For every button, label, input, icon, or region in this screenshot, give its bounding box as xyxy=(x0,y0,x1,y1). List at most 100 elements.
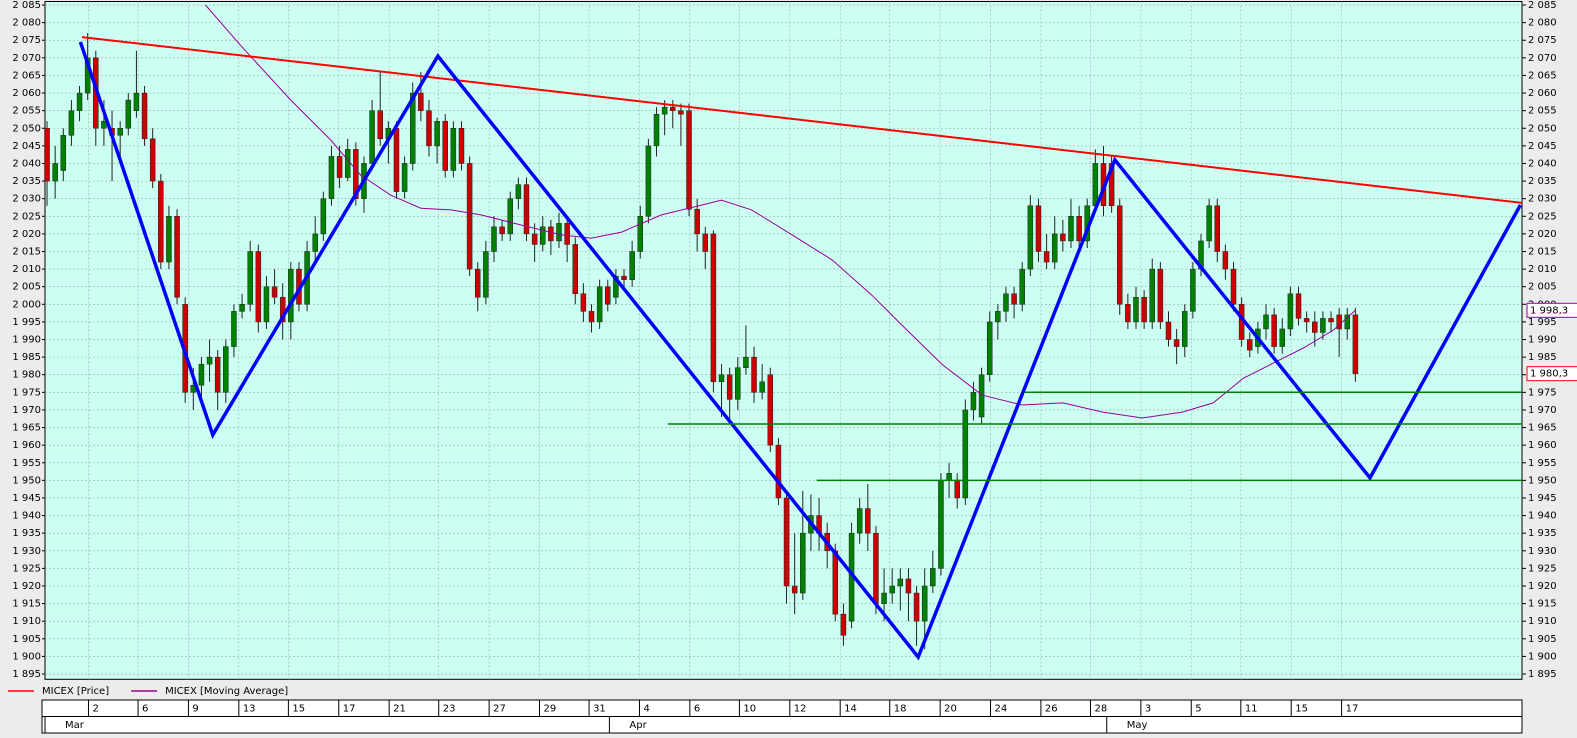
y2-tick-label: 1 975 xyxy=(1528,387,1557,398)
candle-body xyxy=(336,156,343,178)
candle-body xyxy=(434,120,440,147)
y-tick-label: 2 020 xyxy=(12,229,41,240)
last-value-label: 1 980,3 xyxy=(1530,369,1568,380)
candle-body xyxy=(1149,268,1155,323)
x-tick-label: 26 xyxy=(1045,704,1058,715)
candle-body xyxy=(320,198,327,235)
y2-tick-label: 1 895 xyxy=(1528,669,1557,680)
y-tick-label: 1 945 xyxy=(12,493,41,504)
candle-body xyxy=(1303,318,1310,323)
x-tick-label: 15 xyxy=(292,704,305,715)
candle-body xyxy=(1116,205,1123,305)
candle-body xyxy=(800,532,806,594)
candle-body xyxy=(377,110,383,140)
y2-tick-label: 1 910 xyxy=(1528,616,1557,627)
candle-body xyxy=(483,251,489,298)
candle-body xyxy=(661,106,668,115)
y2-tick-label: 2 005 xyxy=(1528,282,1557,293)
candle-body xyxy=(458,128,465,164)
candle-body xyxy=(223,346,229,393)
candle-body xyxy=(141,92,148,140)
candle-body xyxy=(279,297,286,323)
candle-body xyxy=(1141,297,1147,323)
candle-body xyxy=(214,356,221,393)
candle-body xyxy=(596,286,603,323)
candle-body xyxy=(873,532,879,604)
y-tick-label: 1 915 xyxy=(12,599,41,610)
y2-tick-label: 1 905 xyxy=(1528,634,1557,645)
y2-tick-label: 1 955 xyxy=(1528,458,1557,469)
candle-body xyxy=(166,216,172,263)
month-label: Mar xyxy=(65,720,85,731)
candle-body xyxy=(1352,314,1359,374)
y2-tick-label: 2 040 xyxy=(1528,158,1557,169)
candle-body xyxy=(158,180,164,263)
candle-body xyxy=(1230,268,1237,305)
candle-body xyxy=(564,223,570,245)
x-tick-label: 5 xyxy=(1195,704,1201,715)
candle-body xyxy=(1060,233,1066,242)
x-tick-label: 12 xyxy=(794,704,807,715)
candle-body xyxy=(1336,314,1342,330)
candle-body xyxy=(751,356,757,393)
candle-body xyxy=(1011,293,1017,305)
candle-body xyxy=(466,163,473,270)
y2-tick-label: 1 960 xyxy=(1528,440,1557,451)
x-tick-label: 23 xyxy=(443,704,456,715)
candle-body xyxy=(921,585,928,622)
y2-tick-label: 1 970 xyxy=(1528,405,1557,416)
candle-body xyxy=(450,128,457,171)
candle-body xyxy=(767,374,774,446)
x-tick-label: 13 xyxy=(243,704,256,715)
y2-tick-label: 1 965 xyxy=(1528,423,1557,434)
candle-body xyxy=(288,268,294,323)
x-tick-label: 17 xyxy=(1346,704,1359,715)
candle-body xyxy=(995,311,1001,323)
candle-body xyxy=(271,286,278,298)
y-tick-label: 2 005 xyxy=(12,282,41,293)
y-tick-label: 1 935 xyxy=(12,528,41,539)
y-tick-label: 2 065 xyxy=(12,70,41,81)
y-tick-label: 1 900 xyxy=(12,651,41,662)
y2-tick-label: 2 035 xyxy=(1528,176,1557,187)
y2-tick-label: 1 920 xyxy=(1528,581,1557,592)
x-tick-label: 28 xyxy=(1094,704,1107,715)
y-tick-label: 1 940 xyxy=(12,511,41,522)
candle-body xyxy=(556,223,562,242)
candle-body xyxy=(426,110,432,147)
x-tick-label: 10 xyxy=(743,704,756,715)
candle-body xyxy=(865,508,871,534)
candle-body xyxy=(775,444,782,499)
candle-body xyxy=(881,592,887,604)
y-tick-label: 1 965 xyxy=(12,423,41,434)
candle-body xyxy=(856,508,863,534)
candle-body xyxy=(247,251,253,305)
candle-body xyxy=(572,244,579,294)
candle-body xyxy=(76,92,83,111)
x-tick-label: 2 xyxy=(92,704,98,715)
y-tick-label: 2 000 xyxy=(12,299,41,310)
candle-body xyxy=(1295,293,1302,319)
y2-tick-label: 2 060 xyxy=(1528,88,1557,99)
candle-body xyxy=(605,286,611,305)
y-tick-label: 1 895 xyxy=(12,669,41,680)
candle-body xyxy=(1003,293,1009,312)
y2-tick-label: 1 925 xyxy=(1528,563,1557,574)
x-tick-label: 6 xyxy=(694,704,700,715)
candle-body xyxy=(239,304,245,312)
candle-body xyxy=(393,128,400,192)
y-tick-label: 1 925 xyxy=(12,563,41,574)
candle-body xyxy=(840,613,847,636)
x-tick-label: 29 xyxy=(544,704,557,715)
candle-body xyxy=(263,286,270,323)
candle-body xyxy=(491,226,497,252)
y-tick-label: 2 035 xyxy=(12,176,41,187)
legend-label: MICEX [Moving Average] xyxy=(165,686,288,697)
candle-body xyxy=(930,568,936,587)
y2-tick-label: 2 050 xyxy=(1528,123,1557,134)
candle-body xyxy=(588,311,595,323)
y-tick-label: 2 080 xyxy=(12,18,41,29)
candle-body xyxy=(540,226,546,245)
